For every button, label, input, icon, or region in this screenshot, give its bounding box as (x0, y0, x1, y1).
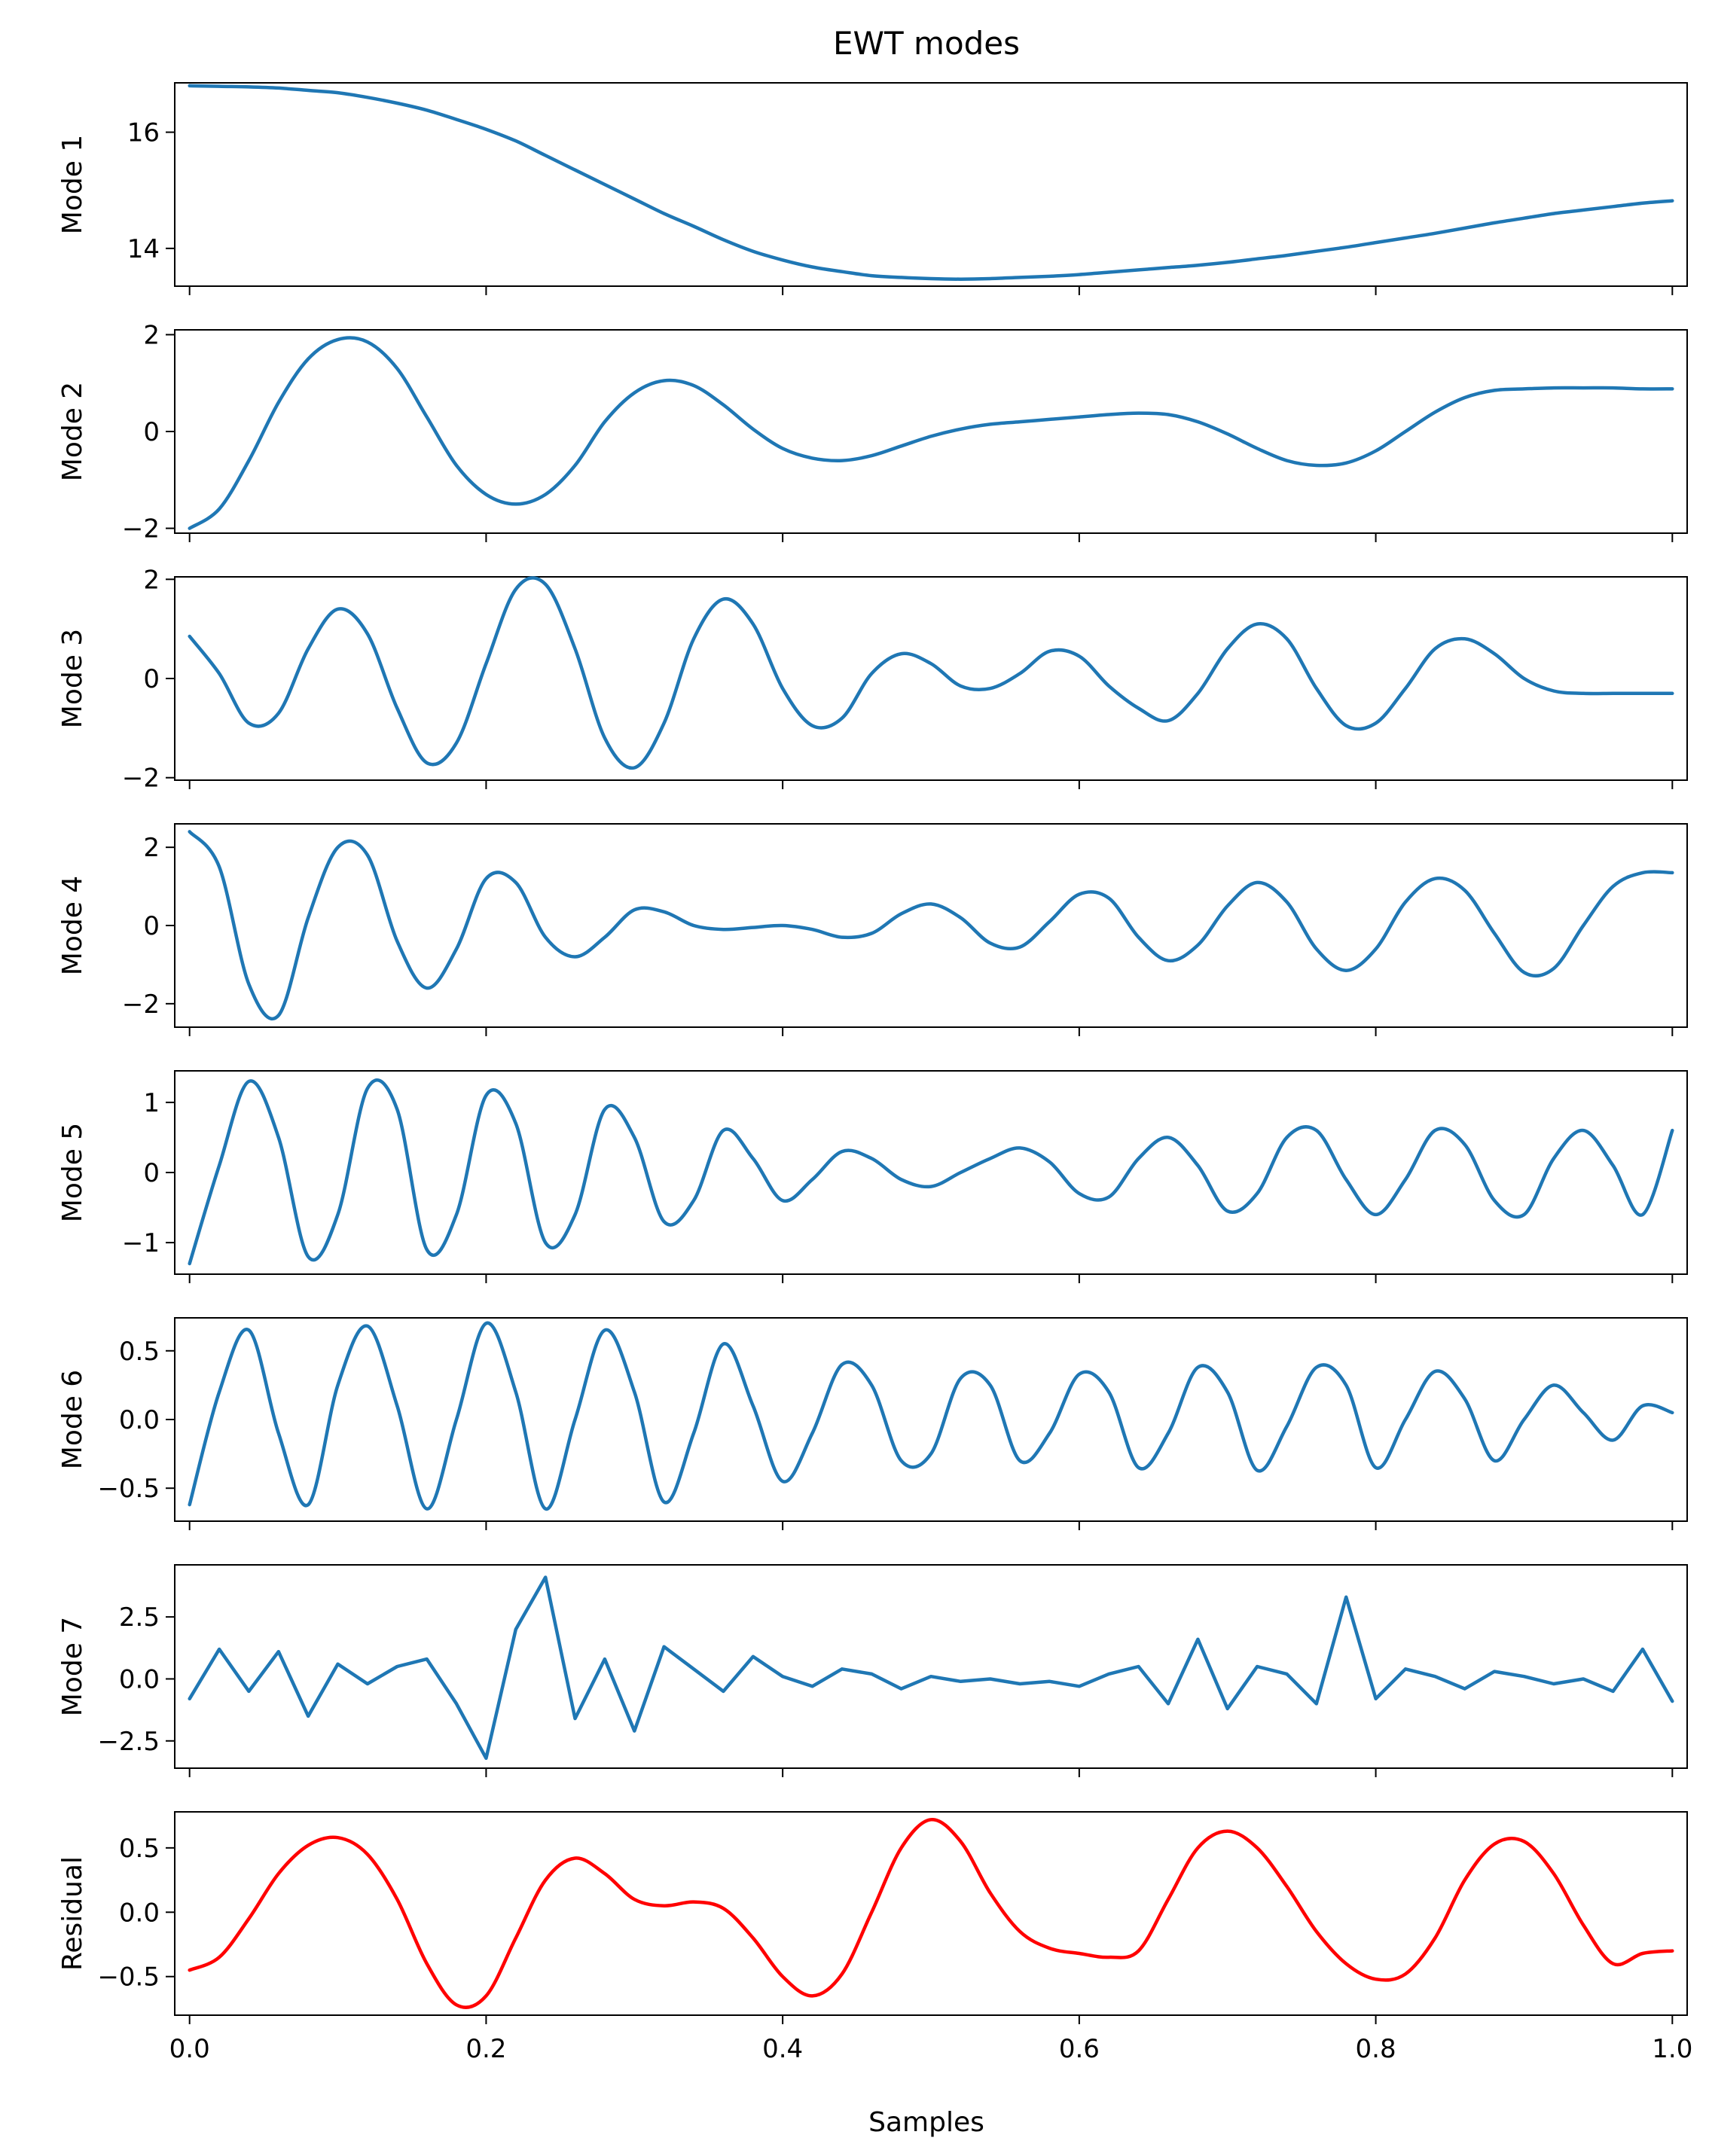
y-tick-label: 2 (143, 833, 160, 863)
panel-frame (174, 1811, 1688, 2016)
panel-6: −0.5 0.0 0.5 Mode 6 (57, 1317, 1688, 1530)
panel-1: 14 16 Mode 1 (57, 82, 1688, 295)
y-tick-label: 2 (143, 565, 160, 595)
y-axis-label: Mode 3 (57, 629, 88, 728)
y-axis-label: Residual (57, 1856, 88, 1971)
y-tick-label: 1 (143, 1088, 160, 1118)
y-axis-label: Mode 2 (57, 382, 88, 481)
y-axis-label: Mode 6 (57, 1370, 88, 1469)
y-tick-label: 0 (143, 664, 160, 694)
y-axis-label: Mode 1 (57, 135, 88, 234)
y-tick-label: −0.5 (97, 1962, 160, 1993)
series-line-mode-2 (188, 336, 1674, 530)
panels-group: 14 16 Mode 1 −2 0 2 Mode 2 −2 0 2 Mode 3 −2 0 2 Mode 4… (57, 82, 1692, 2064)
y-tick-label: 0.0 (119, 1405, 160, 1435)
panel-7: −2.5 0.0 2.5 Mode 7 (57, 1564, 1688, 1777)
y-axis-label: Mode 5 (57, 1123, 88, 1222)
series-line-mode-5 (188, 1078, 1674, 1266)
panel-3: −2 0 2 Mode 3 (57, 565, 1688, 794)
y-tick-label: 2.5 (119, 1603, 160, 1633)
y-axis-label: Mode 4 (57, 876, 88, 975)
y-tick-label: 0.0 (119, 1664, 160, 1694)
y-tick-label: −2 (122, 514, 160, 544)
y-tick-label: −1 (122, 1228, 160, 1258)
series-line-mode-1 (188, 84, 1674, 281)
y-tick-label: 0 (143, 1158, 160, 1188)
x-tick-label: 0.8 (1356, 2034, 1396, 2064)
y-axis-label: Mode 7 (57, 1617, 88, 1716)
y-tick-label: −2 (122, 990, 160, 1020)
panel-frame (174, 1564, 1688, 1769)
x-tick-label: 1.0 (1652, 2034, 1692, 2064)
x-tick-label: 0.6 (1059, 2034, 1100, 2064)
panel-4: −2 0 2 Mode 4 (57, 823, 1688, 1036)
y-tick-label: −2 (122, 764, 160, 794)
y-tick-label: 0 (143, 417, 160, 447)
series-line-mode-4 (188, 830, 1674, 1021)
series-line-mode-6 (188, 1321, 1674, 1511)
series-line-mode-3 (188, 576, 1674, 770)
y-tick-label: −0.5 (97, 1474, 160, 1504)
y-tick-label: 0.0 (119, 1898, 160, 1928)
x-tick-label: 0.2 (465, 2034, 506, 2064)
x-tick-label: 0.4 (762, 2034, 803, 2064)
y-tick-label: 14 (127, 234, 160, 264)
y-tick-label: 0 (143, 911, 160, 941)
y-tick-label: 2 (143, 320, 160, 350)
y-tick-label: 0.5 (119, 1337, 160, 1367)
panel-frame (174, 82, 1688, 287)
panel-2: −2 0 2 Mode 2 (57, 320, 1688, 544)
chart-title: EWT modes (833, 25, 1020, 62)
series-line-mode-7 (188, 1575, 1674, 1761)
x-axis-label: Samples (868, 2107, 984, 2138)
x-tick-label: 0.0 (169, 2034, 210, 2064)
series-line-residual (188, 1818, 1674, 2009)
panel-5: −1 0 1 Mode 5 (57, 1070, 1688, 1283)
y-tick-label: 16 (127, 118, 160, 148)
panel-8: −0.5 0.0 0.5 Residual (57, 1811, 1688, 2024)
y-tick-label: −2.5 (97, 1727, 160, 1757)
y-tick-label: 0.5 (119, 1834, 160, 1864)
